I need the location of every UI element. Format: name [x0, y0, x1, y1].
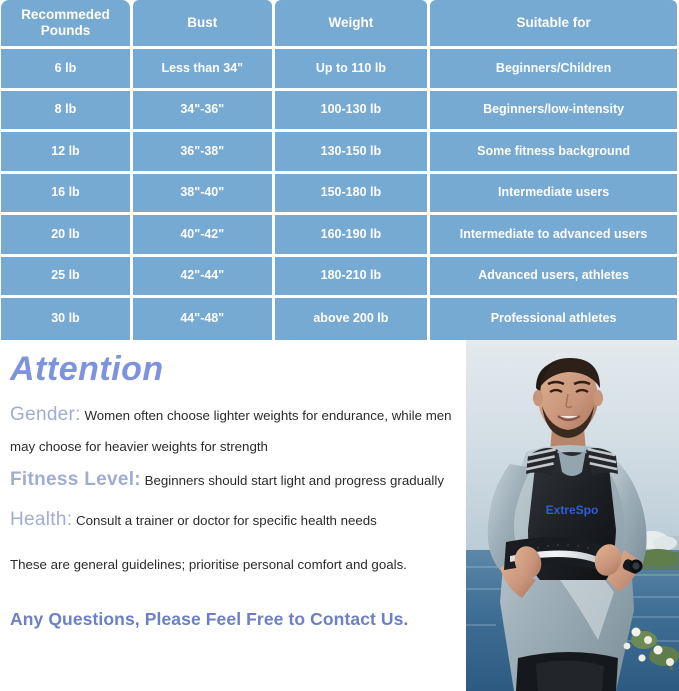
svg-text:ExtreSpo: ExtreSpo [546, 503, 599, 517]
cell-weight: 100-130 lb [274, 90, 428, 129]
cell-weight: above 200 lb [274, 298, 428, 340]
attention-heading: Attention [10, 350, 164, 388]
cell-bust: 34"-36" [132, 90, 272, 129]
cell-suitable-for: Beginners/low-intensity [430, 90, 677, 129]
cell-pounds: 16 lb [1, 173, 130, 212]
cell-weight: 160-190 lb [274, 215, 428, 254]
cell-suitable-for: Professional athletes [430, 298, 677, 340]
cell-suitable-for: Some fitness background [430, 132, 677, 171]
jogger-illustration: ExtreSpo [466, 340, 679, 691]
contact-invitation: Any Questions, Please Feel Free to Conta… [10, 609, 409, 630]
product-lifestyle-photo: ExtreSpo [466, 340, 679, 691]
cell-pounds: 20 lb [1, 215, 130, 254]
note-fitness-level: Fitness Level: Beginners should start li… [10, 462, 460, 498]
cell-weight: 180-210 lb [274, 256, 428, 295]
table-row: 30 lb 44"-48" above 200 lb Professional … [0, 298, 679, 340]
table-row: 6 lb Less than 34" Up to 110 lb Beginner… [0, 49, 679, 91]
cell-bust: Less than 34" [132, 49, 272, 88]
note-label-health: Health: [10, 508, 73, 530]
cell-weight: Up to 110 lb [274, 49, 428, 88]
table-row: 16 lb 38"-40" 150-180 lb Intermediate us… [0, 173, 679, 216]
attention-section: Attention Gender: Women often choose lig… [0, 344, 470, 691]
note-text-gender: Women often choose lighter weights for e… [10, 408, 452, 454]
table-row: 20 lb 40"-42" 160-190 lb Intermediate to… [0, 215, 679, 257]
table-row: 8 lb 34"-36" 100-130 lb Beginners/low-in… [0, 90, 679, 133]
column-header-bust: Bust [132, 0, 272, 46]
cell-weight: 150-180 lb [274, 173, 428, 212]
note-health: Health: Consult a trainer or doctor for … [10, 502, 460, 538]
cell-pounds: 30 lb [1, 298, 130, 340]
table-header-row: Recommeded Pounds Bust Weight Suitable f… [0, 0, 679, 49]
table-row: 12 lb 36"-38" 130-150 lb Some fitness ba… [0, 132, 679, 174]
note-label-fitness-level: Fitness Level: [10, 469, 141, 491]
cell-bust: 38"-40" [132, 173, 272, 212]
note-gender: Gender: Women often choose lighter weigh… [10, 397, 460, 459]
cell-suitable-for: Beginners/Children [430, 49, 677, 88]
table-row: 25 lb 42"-44" 180-210 lb Advanced users,… [0, 256, 679, 299]
note-text-health: Consult a trainer or doctor for specific… [76, 512, 377, 528]
cell-pounds: 8 lb [1, 90, 130, 129]
cell-suitable-for: Intermediate to advanced users [430, 215, 677, 254]
cell-suitable-for: Advanced users, athletes [430, 256, 677, 295]
size-recommendation-table: Recommeded Pounds Bust Weight Suitable f… [0, 0, 679, 340]
cell-pounds: 25 lb [1, 256, 130, 295]
note-text-fitness-level: Beginners should start light and progres… [144, 473, 444, 489]
general-guidelines-note: These are general guidelines; prioritise… [10, 557, 407, 573]
cell-bust: 40"-42" [132, 215, 272, 254]
column-header-recommended-pounds: Recommeded Pounds [1, 0, 130, 46]
cell-suitable-for: Intermediate users [430, 173, 677, 212]
column-header-suitable-for: Suitable for [430, 0, 677, 46]
cell-bust: 36"-38" [132, 132, 272, 171]
cell-pounds: 12 lb [1, 132, 130, 171]
note-label-gender: Gender: [10, 404, 81, 426]
cell-bust: 44"-48" [132, 298, 272, 340]
cell-weight: 130-150 lb [274, 132, 428, 171]
column-header-weight: Weight [274, 0, 428, 46]
cell-pounds: 6 lb [1, 49, 130, 88]
cell-bust: 42"-44" [132, 256, 272, 295]
